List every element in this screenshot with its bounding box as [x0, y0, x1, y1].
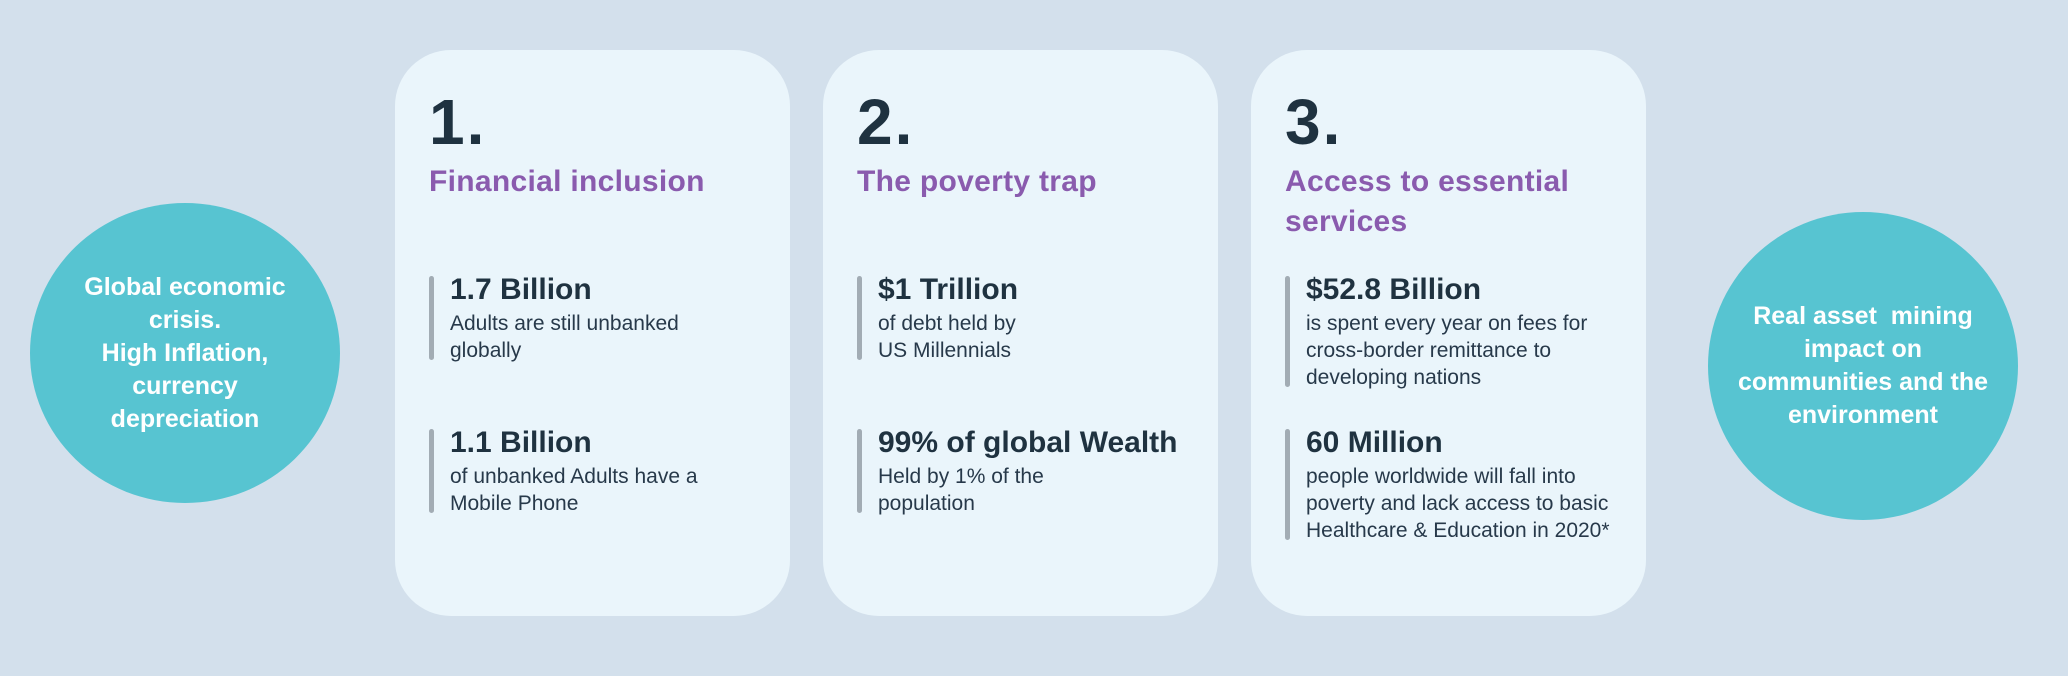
card-poverty-trap: 2. The poverty trap $1 Trillion of debt … [823, 50, 1218, 616]
stat-divider-bar [429, 429, 434, 513]
stat-value: 1.7 Billion [450, 273, 592, 306]
left-bubble: Global economic crisis. High Inflation, … [30, 203, 340, 503]
stat-divider-bar [1285, 276, 1290, 387]
stat-value: $1 Trillion [878, 273, 1019, 306]
stat-block: 1.7 Billion Adults are still unbanked gl… [429, 272, 778, 364]
stat-description: of unbanked Adults have a Mobile Phone [450, 465, 698, 515]
stat-value: 99% of global Wealth [878, 426, 1178, 459]
stat-description: Adults are still unbanked globally [450, 312, 679, 362]
stat-block: 60 Million people worldwide will fall in… [1285, 425, 1634, 544]
stat-description: Held by 1% of the population [878, 465, 1044, 515]
card-number: 1. [429, 86, 487, 158]
card-title: Access to essential services [1285, 165, 1570, 238]
card-title: The poverty trap [857, 165, 1097, 198]
card-title: Financial inclusion [429, 165, 705, 198]
stat-divider-bar [857, 429, 862, 513]
stat-block: 1.1 Billion of unbanked Adults have a Mo… [429, 425, 778, 517]
stat-divider-bar [1285, 429, 1290, 540]
card-number: 3. [1285, 86, 1343, 158]
card-financial-inclusion: 1. Financial inclusion 1.7 Billion Adult… [395, 50, 790, 616]
stat-description: of debt held by US Millennials [878, 312, 1016, 362]
stat-value: 1.1 Billion [450, 426, 592, 459]
stat-block: $52.8 Billion is spent every year on fee… [1285, 272, 1634, 391]
right-bubble: Real asset mining impact on communities … [1708, 212, 2018, 520]
stat-divider-bar [429, 276, 434, 360]
stat-description: is spent every year on fees for cross-bo… [1306, 312, 1588, 389]
card-number: 2. [857, 86, 915, 158]
stat-divider-bar [857, 276, 862, 360]
card-essential-services: 3. Access to essential services $52.8 Bi… [1251, 50, 1646, 616]
stat-value: 60 Million [1306, 426, 1443, 459]
stat-description: people worldwide will fall into poverty … [1306, 465, 1610, 542]
stat-block: $1 Trillion of debt held by US Millennia… [857, 272, 1206, 364]
right-bubble-text: Real asset mining impact on communities … [1737, 302, 1989, 429]
stat-value: $52.8 Billion [1306, 273, 1482, 306]
stat-block: 99% of global Wealth Held by 1% of the p… [857, 425, 1206, 517]
left-bubble-text: Global economic crisis. High Inflation, … [84, 272, 286, 433]
